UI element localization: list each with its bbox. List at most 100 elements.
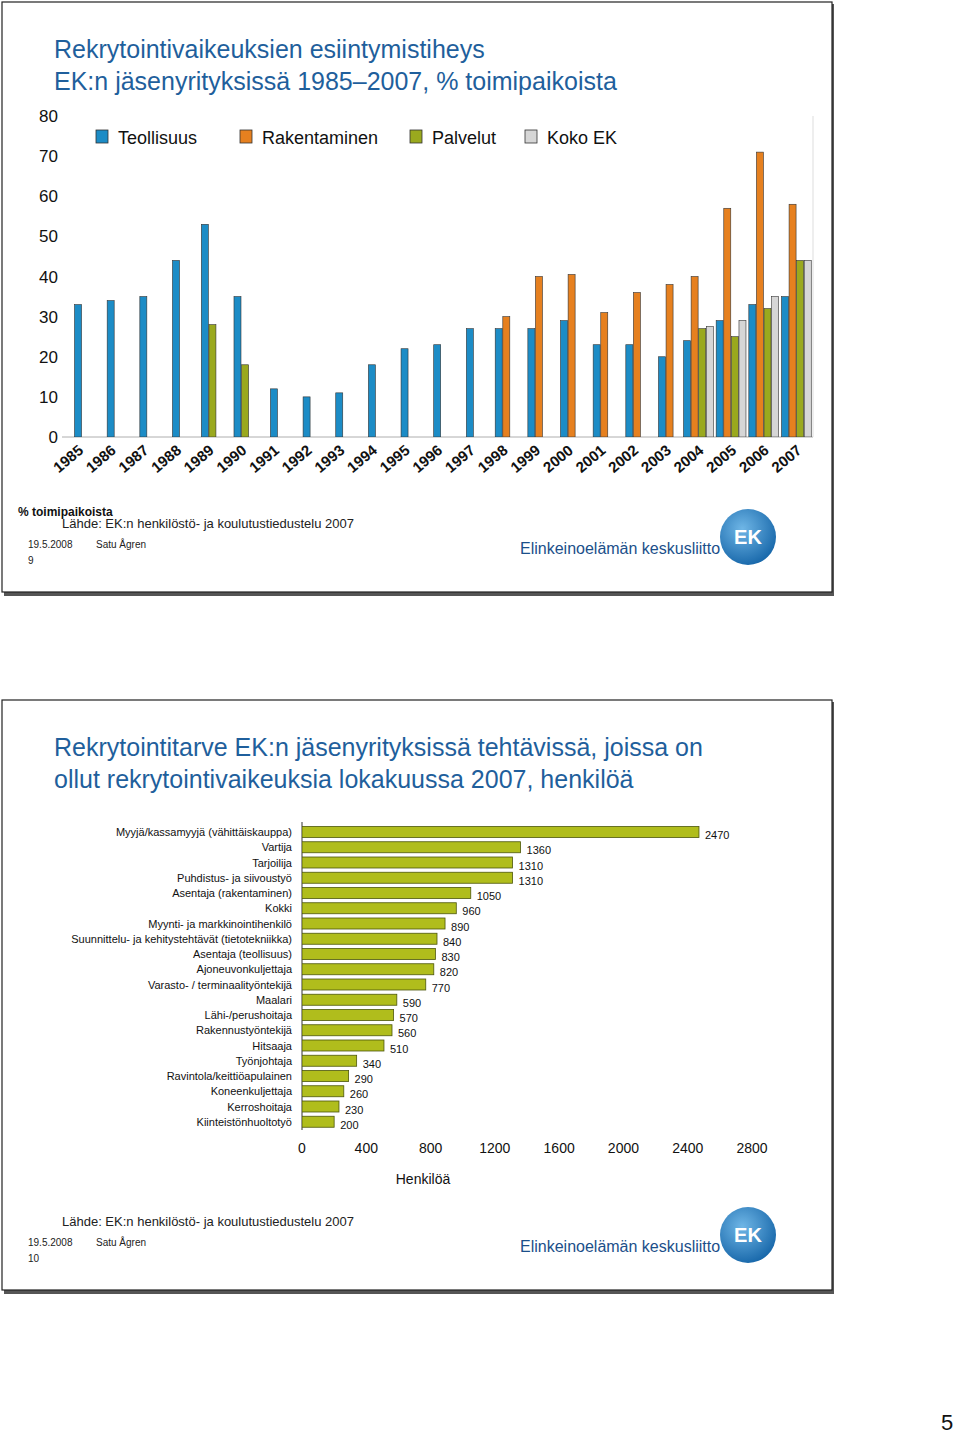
bar [797,260,804,437]
category-label: Lähi-/perushoitaja [205,1009,293,1021]
y-tick-label: 40 [39,268,58,287]
bar [691,277,698,438]
bars [302,827,699,1128]
x-tick-label: 2003 [637,441,673,475]
x-axis-label: Henkilöä [396,1171,451,1187]
plot-edge [813,116,814,437]
date: 19.5.2008 [28,1237,73,1248]
x-tick-label: 2005 [703,441,739,475]
bar [706,327,713,437]
y-tick-label: 30 [39,308,58,327]
tick-mark [752,1130,753,1132]
chart-title: ollut rekrytointivaikeuksia lokakuussa 2… [54,765,634,793]
bar [107,301,114,437]
tick-mark [494,1130,495,1132]
bar [302,1101,339,1112]
x-tick-label: 0 [298,1140,306,1156]
legend-label: Koko EK [547,128,617,148]
data-label: 260 [350,1088,368,1100]
bar [633,293,640,437]
tick-mark [59,196,62,197]
logo-text: EK [734,1224,762,1246]
bar [302,1025,392,1036]
data-label: 830 [441,951,459,963]
x-tick-label: 1987 [115,441,151,475]
category-label: Vartija [262,841,293,853]
bar [242,365,249,437]
bar [302,903,456,914]
bar [302,1040,384,1051]
category-label: Kerroshoitaja [227,1101,293,1113]
data-label: 1310 [519,860,543,872]
bar [568,274,575,437]
category-label: Rakennustyöntekijä [196,1024,293,1036]
bar [528,329,535,437]
bar [699,329,706,437]
x-tick-label: 1600 [544,1140,575,1156]
y-tick-label: 50 [39,227,58,246]
bar [789,204,796,437]
data-label: 840 [443,936,461,948]
bar [336,393,343,437]
bar [561,321,568,437]
x-tick-label: 1986 [82,441,118,475]
x-tick-label: 1995 [376,441,412,475]
bar [302,857,513,868]
bar [172,260,179,437]
x-tick-label: 1999 [507,441,543,475]
category-label: Suunnittelu- ja kehitystehtävät (tietote… [71,933,292,945]
bar [764,309,771,437]
tick-mark [687,1130,688,1132]
y-tick-label: 60 [39,187,58,206]
bar [302,994,397,1005]
tick-mark [59,356,62,357]
slide-frame [2,2,832,592]
x-tick-label: 1993 [311,441,347,475]
data-label: 1360 [527,844,551,856]
bar [302,842,521,853]
x-tick-label: 1998 [474,441,510,475]
data-label: 770 [432,982,450,994]
source: Lähde: EK:n henkilöstö- ja koulutustiedu… [62,516,354,531]
category-label: Kokki [265,902,292,914]
bar [626,345,633,437]
bar [731,337,738,437]
data-label: 890 [451,921,469,933]
data-label: 290 [355,1073,373,1085]
x-tick-label: 2004 [670,441,707,476]
organization: Elinkeinoelämän keskusliitto [520,540,720,557]
author: Satu Ågren [96,538,146,550]
x-tick-label: 2800 [736,1140,767,1156]
date: 19.5.2008 [28,539,73,550]
x-tick-label: 2000 [540,441,576,475]
data-label: 230 [345,1104,363,1116]
y-tick-label: 20 [39,348,58,367]
bar [535,277,542,438]
y-tick-label: 80 [39,107,58,126]
data-label: 2470 [705,829,729,841]
bar [201,224,208,437]
category-label: Asentaja (rakentaminen) [172,887,292,899]
data-label: 960 [462,905,480,917]
bar [302,888,471,899]
logo-circle [720,509,776,565]
author: Satu Ågren [96,1236,146,1248]
y-tick-label: 70 [39,147,58,166]
x-tick-label: 800 [419,1140,443,1156]
data-label: 570 [400,1012,418,1024]
bars [75,152,812,437]
data-label: 200 [340,1119,358,1131]
data-label: 510 [390,1043,408,1055]
bar [601,313,608,437]
data-label: 340 [363,1058,381,1070]
bar [302,918,445,929]
x-tick-label: 1997 [442,441,478,475]
data-label: 820 [440,966,458,978]
bar [401,349,408,437]
bar [781,297,788,437]
x-tick-label: 2400 [672,1140,703,1156]
bar [724,208,731,437]
legend-swatch [240,130,252,143]
bar [234,297,241,437]
x-tick-label: 2002 [605,441,641,475]
